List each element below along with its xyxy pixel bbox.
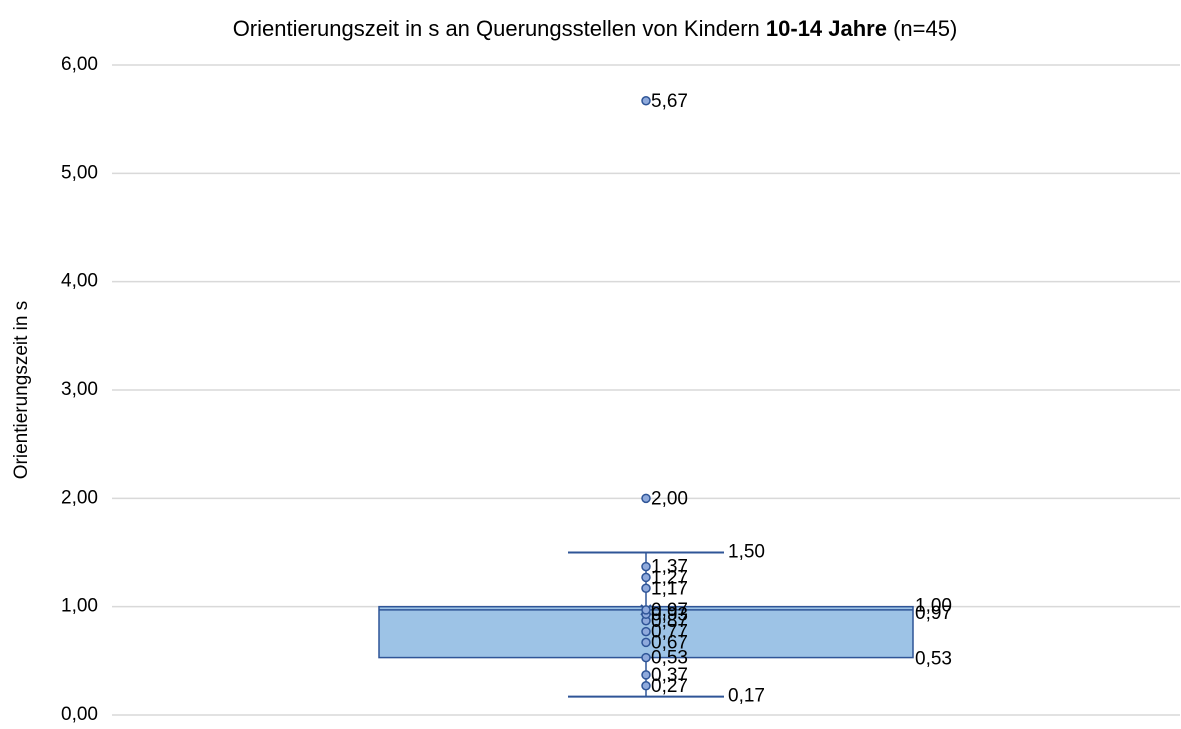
- data-label: 0,53: [915, 649, 952, 670]
- point: [641, 96, 651, 106]
- data-label: 0,37: [651, 665, 688, 686]
- point: [641, 652, 651, 663]
- title-part: 10-14 Jahre: [766, 16, 887, 41]
- y-tick-label: 1,00: [61, 596, 98, 617]
- data-label: 1,37: [651, 557, 688, 578]
- point: [641, 605, 651, 615]
- data-label: 5,67: [651, 91, 688, 112]
- title-part: (n=45): [887, 16, 957, 41]
- point: [641, 637, 651, 648]
- chart-title: Orientierungszeit in s an Querungsstelle…: [233, 16, 958, 41]
- data-label: 0,27: [651, 676, 688, 697]
- point: [641, 561, 651, 572]
- data-label: 0,17: [728, 686, 765, 707]
- data-label: 0,77: [651, 622, 688, 643]
- y-tick-label: 5,00: [61, 162, 98, 183]
- data-label: 1,00: [915, 596, 952, 617]
- data-label: 0,67: [651, 632, 688, 653]
- data-label: 2,00: [651, 488, 688, 509]
- data-label: 1,50: [728, 542, 765, 563]
- point: [641, 572, 651, 583]
- point: [641, 670, 651, 680]
- y-tick-label: 6,00: [61, 54, 98, 75]
- data-label: 0,93: [651, 604, 688, 625]
- y-axis-label: Orientierungszeit in s: [11, 301, 32, 479]
- point: [641, 493, 651, 504]
- y-tick-label: 2,00: [61, 487, 98, 508]
- data-label: 0,97: [651, 600, 688, 621]
- y-tick-label: 4,00: [61, 271, 98, 292]
- data-label: 0,53: [651, 648, 688, 669]
- data-label: 1,27: [651, 567, 688, 588]
- point: [641, 583, 651, 593]
- y-tick-label: 0,00: [61, 704, 98, 725]
- data-label: 0,97: [915, 603, 952, 624]
- y-tick-label: 3,00: [61, 379, 98, 400]
- data-label: 0,87: [651, 611, 688, 632]
- data-label: 1,17: [651, 578, 688, 599]
- point: [641, 681, 651, 691]
- title-part: Orientierungszeit in s an Querungsstelle…: [233, 16, 766, 41]
- point: [641, 626, 651, 637]
